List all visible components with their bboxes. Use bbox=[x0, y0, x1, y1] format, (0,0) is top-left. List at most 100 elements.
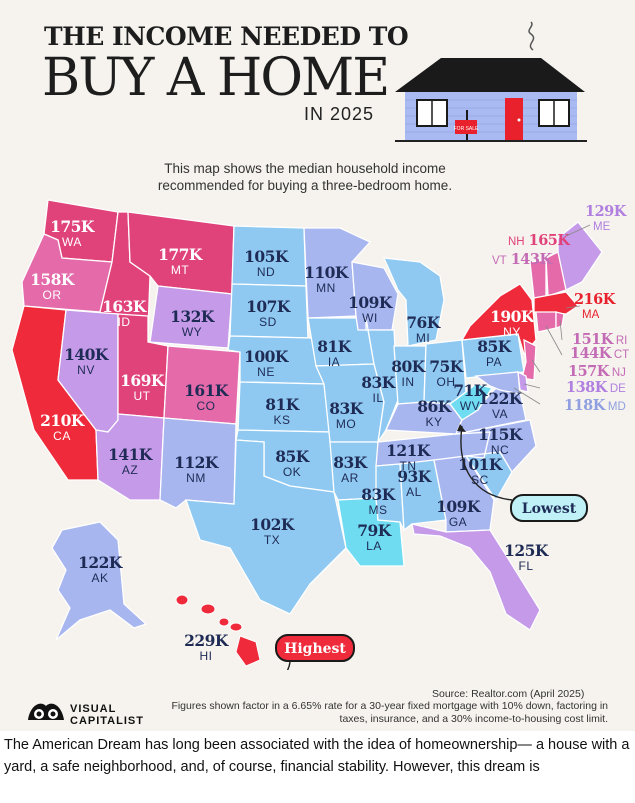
state-value-VA: 122K bbox=[478, 389, 523, 408]
state-abbr-MA: MA bbox=[582, 309, 600, 321]
state-value-AR: 83K bbox=[333, 453, 368, 472]
title-line-1: THE INCOME NEEDED TO bbox=[44, 22, 409, 51]
house-illustration: FOR SALE bbox=[395, 21, 587, 142]
state-abbr-WV: WV bbox=[460, 399, 480, 413]
state-AL bbox=[399, 459, 447, 532]
state-value-NY: 190K bbox=[490, 307, 535, 326]
state-abbr-CT: CT bbox=[614, 349, 629, 361]
state-abbr-FL: FL bbox=[518, 559, 533, 573]
state-label-VT: VT 143K bbox=[492, 251, 553, 268]
state-abbr-MD: MD bbox=[608, 401, 626, 413]
state-value-TN: 121K bbox=[386, 441, 431, 460]
label-leader-lines bbox=[513, 224, 591, 405]
state-value-HI: 229K bbox=[184, 631, 229, 650]
state-FL bbox=[411, 523, 541, 631]
state-value-NC: 115K bbox=[478, 425, 523, 444]
sale-sign-text: FOR SALE bbox=[454, 126, 479, 132]
state-abbr-NH: NH bbox=[508, 236, 525, 248]
state-abbr-CA: CA bbox=[53, 429, 71, 443]
state-abbr-VT: VT bbox=[492, 255, 507, 267]
state-abbr-PA: PA bbox=[486, 355, 502, 369]
state-value-CT: 144K bbox=[570, 345, 613, 362]
state-value-AK: 122K bbox=[78, 553, 123, 572]
state-value-TX: 102K bbox=[250, 515, 295, 534]
state-TX bbox=[185, 439, 347, 615]
state-abbr-OK: OK bbox=[283, 465, 301, 479]
state-label-DE: 138K DE bbox=[566, 379, 626, 396]
state-value-MA: 216K bbox=[574, 291, 617, 308]
state-label-ME: 129K ME bbox=[585, 203, 628, 233]
state-abbr-NM: NM bbox=[186, 471, 206, 485]
state-MD bbox=[474, 371, 521, 395]
state-value-DE: 138K bbox=[566, 379, 609, 396]
state-abbr-HI: HI bbox=[200, 649, 213, 663]
source-note: Source: Realtor.com (April 2025) bbox=[432, 688, 585, 700]
article-caption: The American Dream has long been associa… bbox=[4, 737, 630, 775]
state-value-FL: 125K bbox=[504, 541, 549, 560]
state-abbr-AR: AR bbox=[341, 471, 359, 485]
year-label: IN 2025 bbox=[304, 104, 375, 124]
state-value-NV: 140K bbox=[64, 345, 109, 364]
state-abbr-VA: VA bbox=[492, 407, 508, 421]
state-value-AL: 93K bbox=[397, 467, 432, 486]
state-abbr-TN: TN bbox=[400, 459, 417, 473]
state-value-GA: 109K bbox=[436, 497, 481, 516]
state-value-KY: 86K bbox=[417, 397, 452, 416]
state-abbr-IL: IL bbox=[372, 391, 383, 405]
state-abbr-MO: MO bbox=[336, 417, 356, 431]
state-abbr-CO: CO bbox=[197, 399, 216, 413]
state-abbr-KS: KS bbox=[273, 413, 290, 427]
state-AK bbox=[51, 521, 148, 641]
state-value-VT: 143K bbox=[511, 251, 554, 268]
state-abbr-WI: WI bbox=[362, 311, 378, 325]
state-MI bbox=[382, 257, 445, 347]
state-MA bbox=[533, 291, 579, 315]
state-value-SC: 101K bbox=[458, 455, 503, 474]
state-abbr-IN: IN bbox=[402, 375, 415, 389]
state-abbr-MI: MI bbox=[416, 331, 430, 345]
state-value-NM: 112K bbox=[174, 453, 219, 472]
state-value-LA: 79K bbox=[357, 521, 392, 540]
state-label-MA: 216K MA bbox=[574, 291, 617, 321]
state-value-MI: 76K bbox=[406, 313, 441, 332]
state-value-WV: 71K bbox=[453, 381, 488, 400]
state-NJ bbox=[521, 338, 537, 381]
highest-callout: Highest bbox=[275, 634, 355, 670]
lowest-label: Lowest bbox=[522, 501, 577, 517]
state-label-NH: NH 165K bbox=[508, 232, 571, 249]
state-CT bbox=[535, 311, 557, 333]
state-value-PA: 85K bbox=[477, 337, 512, 356]
logo-line-1: VISUAL bbox=[70, 703, 117, 715]
infographic: THE INCOME NEEDED TO BUY A HOME IN 2025 … bbox=[0, 0, 635, 731]
state-value-SD: 107K bbox=[246, 297, 291, 316]
state-abbr-MN: MN bbox=[316, 281, 336, 295]
state-value-NH: 165K bbox=[529, 232, 572, 249]
state-abbr-ND: ND bbox=[257, 265, 275, 279]
methodology-footnote: Figures shown factor in a 6.65% rate for… bbox=[171, 700, 608, 725]
state-value-AZ: 141K bbox=[108, 445, 153, 464]
state-abbr-NE: NE bbox=[257, 365, 275, 379]
